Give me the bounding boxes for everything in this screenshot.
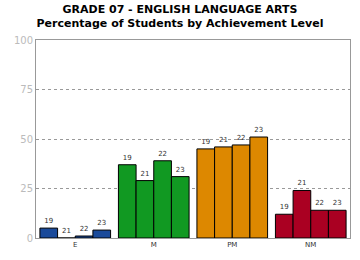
svg-text:50: 50 (20, 134, 33, 145)
svg-text:23: 23 (333, 199, 342, 207)
svg-text:21: 21 (140, 170, 149, 178)
svg-text:NM: NM (305, 241, 316, 249)
svg-text:100: 100 (14, 35, 33, 46)
svg-text:19: 19 (44, 217, 53, 225)
svg-text:22: 22 (80, 225, 89, 233)
svg-text:21: 21 (219, 136, 228, 144)
svg-text:23: 23 (176, 166, 185, 174)
svg-text:19: 19 (123, 154, 132, 162)
svg-text:19: 19 (201, 138, 210, 146)
svg-text:21: 21 (297, 179, 306, 187)
svg-text:22: 22 (237, 134, 246, 142)
svg-text:23: 23 (97, 219, 106, 227)
svg-text:PM: PM (227, 241, 237, 249)
svg-text:21: 21 (62, 227, 71, 235)
svg-text:0: 0 (27, 233, 33, 244)
svg-text:M: M (151, 241, 157, 249)
svg-text:75: 75 (20, 84, 33, 95)
svg-text:22: 22 (315, 199, 324, 207)
svg-text:22: 22 (158, 150, 167, 158)
svg-text:25: 25 (20, 183, 33, 194)
svg-text:E: E (73, 241, 77, 249)
svg-text:23: 23 (254, 126, 263, 134)
svg-text:19: 19 (280, 203, 289, 211)
svg-text:GRADE 07 - ENGLISH LANGUAGE AR: GRADE 07 - ENGLISH LANGUAGE ARTSPercenta… (37, 3, 324, 30)
